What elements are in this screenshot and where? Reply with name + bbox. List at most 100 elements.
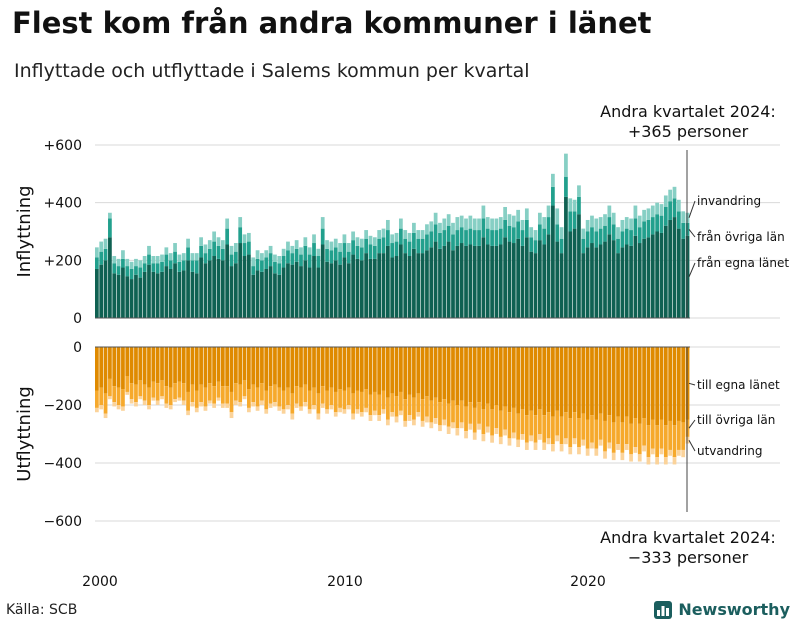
bar-in-segment [177,271,182,318]
bar-in-segment [403,238,408,254]
bar-out-segment [559,444,564,452]
bar-in-segment [212,241,216,257]
bar-in-segment [194,273,199,318]
bar-out-segment [598,413,603,440]
bar-out-segment [212,403,216,408]
bar-in-segment [125,266,130,277]
labels: 0 +200 +400 +600 Inflyttning 0 −200 −400 −600 Utf… [14,102,789,590]
bar-in-segment [394,241,399,257]
y-tick-label-out: −400 [44,456,82,472]
bar-out-segment [598,439,603,446]
bar-in-segment [629,245,633,318]
bar-out-segment [663,457,668,465]
bar-in-segment [616,238,620,254]
bar-in-segment [351,240,355,255]
bar-out-segment [359,391,364,413]
bar-out-segment [598,347,603,414]
bar-in-segment [168,268,173,318]
bar-in-segment [663,225,668,318]
bar-out-segment [650,448,655,455]
bar-in-segment [186,260,190,318]
bar-in-segment [494,245,499,318]
bar-out-segment [247,347,251,390]
bar-in-segment [338,251,342,265]
bar-out-segment [594,419,599,449]
bar-in-segment [286,250,290,264]
bar-in-segment [442,230,447,246]
bar-out-segment [607,415,612,443]
bar-in-segment [216,258,221,318]
bar-in-segment [594,218,599,232]
bar-in-segment [420,230,425,239]
bar-out-segment [325,390,329,410]
bar-out-segment [351,413,355,420]
bar-in-segment [477,245,481,318]
bar-in-segment [207,260,212,318]
bar-out-segment [329,405,334,410]
bar-in-segment [446,225,451,242]
bar-in-segment [142,263,147,272]
bar-out-segment [403,347,408,400]
bar-out-segment [624,347,629,417]
bar-in-segment [199,237,203,246]
y-tick-label-in: 0 [73,311,82,327]
bar-out-segment [251,384,256,403]
bar-in-segment [399,244,403,318]
bar-in-segment [372,258,377,318]
bar-out-segment [442,347,447,400]
bar-out-segment [233,383,238,401]
bar-out-segment [95,407,99,413]
bar-in-segment [164,266,169,318]
bar-out-segment [281,347,286,391]
bar-in-segment [455,217,460,231]
bar-out-segment [446,403,451,427]
bar-in-segment [676,199,681,212]
bar-in-segment [112,256,117,264]
bar-in-segment [459,215,464,228]
bar-in-segment [485,217,490,229]
bar-out-segment [155,347,160,384]
bar-in-segment [416,230,421,239]
bar-in-segment [342,234,347,244]
bar-out-segment [329,387,334,405]
bar-out-segment [229,347,234,392]
bar-out-segment [551,416,555,445]
bar-out-segment [685,347,690,420]
series-label-in: från övriga län [697,230,785,244]
brand-logo[interactable]: Newsworthy [654,600,790,619]
bar-in-segment [390,243,395,258]
bar-in-segment [177,261,182,272]
bar-in-segment [516,238,521,318]
bar-in-segment [160,254,164,262]
bar-in-segment [277,256,282,264]
bar-out-segment [168,387,173,405]
bar-out-segment [420,347,425,400]
bar-in-segment [498,228,503,245]
bar-in-segment [112,273,117,318]
bar-out-segment [559,416,564,445]
bar-in-segment [147,254,151,265]
bar-in-segment [655,231,659,318]
bar-out-segment [207,383,212,401]
bar-out-segment [551,347,555,417]
bar-in-segment [268,266,273,318]
bar-in-segment [277,274,282,318]
bar-out-segment [247,407,251,413]
bar-in-segment [681,222,686,239]
bar-out-segment [212,386,216,404]
bar-in-segment [594,231,599,248]
bar-out-segment [372,391,377,411]
bar-out-segment [520,409,525,434]
bar-out-segment [290,347,295,394]
bar-out-segment [429,347,434,401]
bar-in-segment [116,258,121,267]
bar-out-segment [577,347,581,419]
bar-in-segment [542,244,547,318]
bar-out-segment [607,442,612,449]
bar-out-segment [472,407,477,433]
bar-out-segment [138,347,143,381]
bar-in-segment [268,245,273,254]
bar-in-segment [368,244,373,259]
bar-in-segment [620,219,625,232]
bar-in-segment [390,234,395,244]
